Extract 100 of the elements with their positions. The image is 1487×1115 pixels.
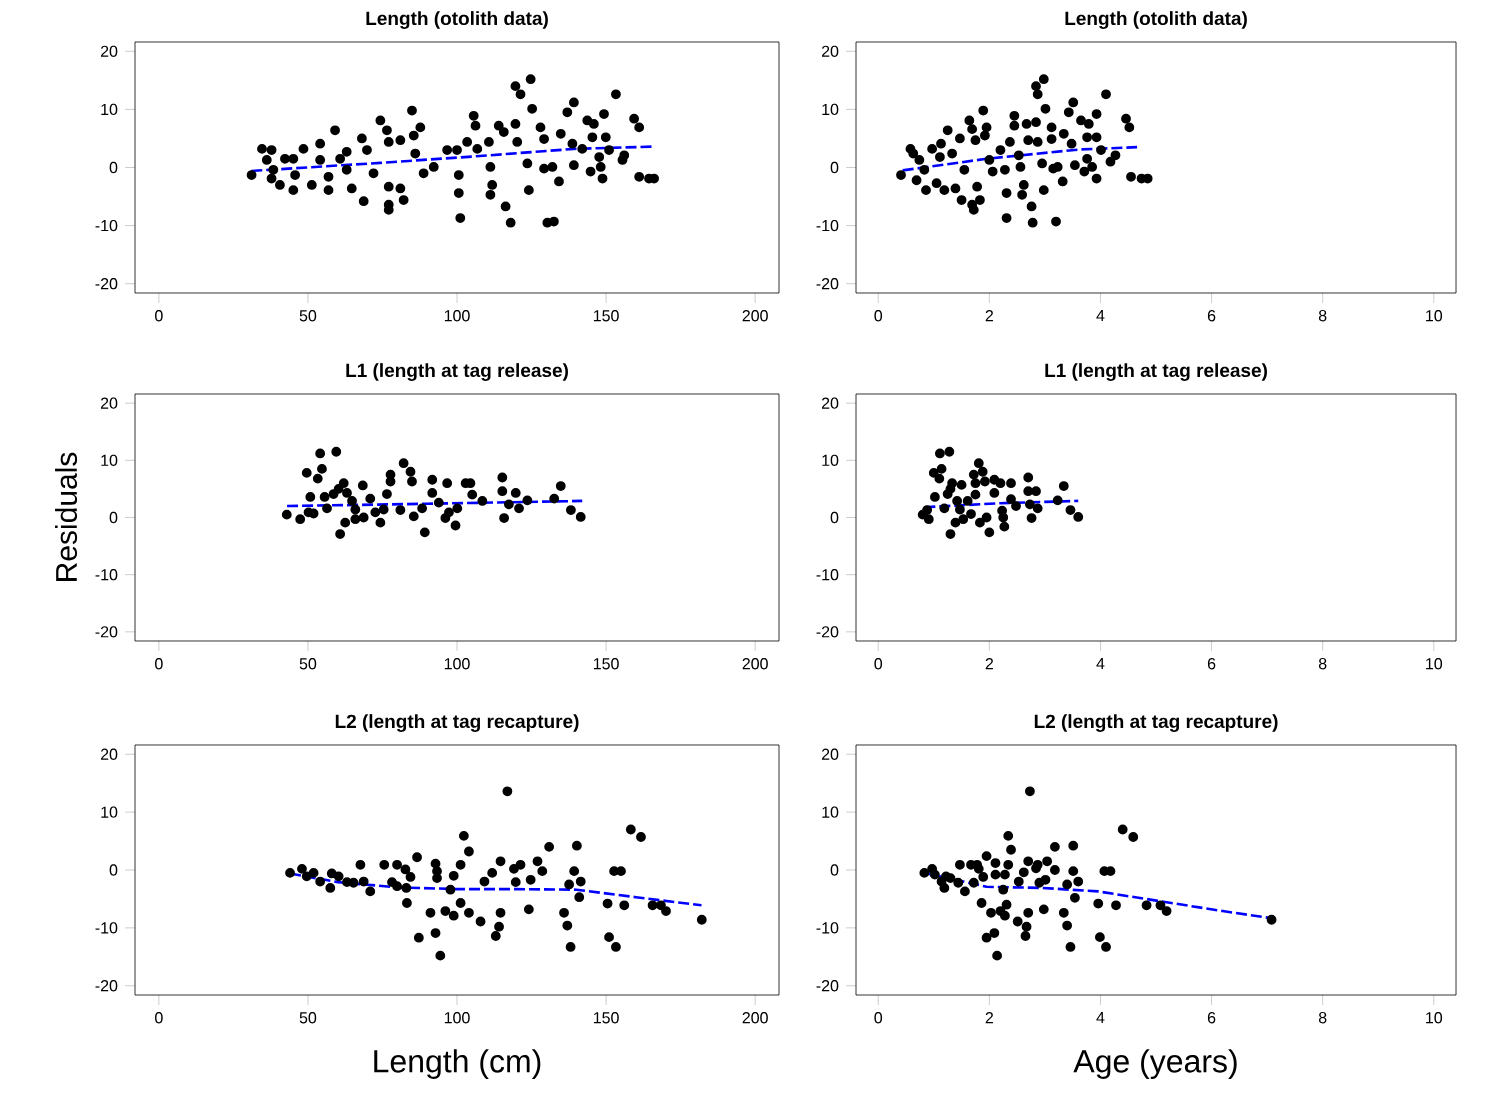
y-tick-label: 20: [821, 397, 839, 409]
chart-title: L1 (length at tag release): [1045, 363, 1267, 381]
point: [444, 507, 454, 518]
x-tick-label: 6: [1207, 1012, 1216, 1024]
point: [333, 484, 344, 494]
point: [973, 458, 984, 469]
point: [338, 478, 349, 489]
point: [950, 517, 961, 528]
point: [980, 476, 990, 487]
point: [514, 503, 524, 514]
y-tick-label: 10: [822, 806, 839, 818]
point: [350, 514, 361, 525]
x-tick-label: 150: [593, 310, 619, 322]
point: [968, 469, 979, 480]
point: [322, 503, 332, 514]
point: [555, 481, 566, 491]
point: [1006, 494, 1016, 505]
point: [378, 504, 389, 515]
y-tick-label: -10: [95, 569, 118, 581]
point: [999, 521, 1010, 532]
point: [305, 492, 316, 502]
y-tick-label: 20: [821, 45, 839, 57]
y-tick-label: -20: [95, 980, 118, 992]
point: [452, 503, 463, 514]
y-tick-label: -10: [95, 219, 118, 232]
point: [497, 472, 508, 483]
point: [335, 529, 346, 539]
x-tick-label: 8: [1318, 658, 1327, 670]
point: [1011, 501, 1021, 511]
x-tick-label: 200: [742, 658, 768, 670]
x-tick-label: 2: [985, 1012, 993, 1024]
point: [442, 478, 453, 489]
y-tick-label: 20: [100, 397, 118, 409]
point: [522, 495, 533, 506]
point: [970, 478, 981, 489]
point: [1073, 512, 1084, 522]
point: [1026, 513, 1037, 523]
point: [956, 480, 967, 490]
point: [315, 448, 326, 459]
chart-title: L1 (length at tag release): [346, 363, 568, 381]
point: [998, 512, 1009, 523]
point: [997, 505, 1008, 516]
x-tick-label: 8: [1318, 310, 1327, 322]
point: [966, 509, 976, 519]
point: [347, 496, 357, 506]
y-tick-label: -20: [816, 980, 839, 992]
point: [945, 529, 956, 539]
point: [467, 489, 478, 500]
point: [427, 488, 438, 498]
y-tick-label: -20: [95, 278, 118, 290]
y-tick-label: 10: [101, 103, 118, 116]
x-tick-label: 150: [593, 658, 619, 670]
x-tick-label: 100: [444, 1012, 470, 1024]
point: [934, 473, 945, 484]
chart-title: L2 (length at tag recapture): [335, 714, 579, 732]
x-tick-label: 50: [299, 658, 317, 670]
y-tick-label: -10: [816, 219, 839, 232]
y-axis-title: Residuals: [55, 452, 78, 581]
x-tick-label: 2: [985, 658, 993, 670]
point: [365, 493, 376, 504]
point: [312, 473, 323, 484]
y-tick-label: -10: [816, 569, 839, 581]
point: [1058, 481, 1069, 491]
point: [549, 493, 560, 504]
point: [331, 446, 342, 457]
point: [370, 507, 381, 518]
point: [952, 496, 963, 506]
point: [958, 514, 969, 525]
x-tick-label: 4: [1096, 1012, 1105, 1024]
point: [970, 489, 981, 500]
point: [1065, 505, 1076, 515]
point: [328, 489, 339, 499]
y-tick-label: 0: [830, 511, 839, 524]
point: [408, 511, 419, 522]
point: [427, 474, 438, 485]
x-tick-label: 100: [444, 310, 470, 322]
point: [350, 504, 361, 515]
point: [944, 446, 955, 457]
x-tick-label: 0: [874, 310, 883, 322]
point: [565, 505, 576, 515]
point: [510, 488, 521, 498]
point: [398, 458, 409, 469]
point: [995, 478, 1006, 489]
point: [1032, 503, 1043, 514]
point: [375, 517, 386, 528]
x-tick-label: 0: [155, 310, 163, 322]
x-tick-label: 8: [1318, 1012, 1327, 1024]
point: [319, 492, 330, 502]
point: [923, 514, 934, 525]
chart-title: Length (otolith data): [1065, 11, 1247, 29]
point: [1031, 486, 1041, 497]
x-tick-label: 200: [742, 310, 768, 322]
point: [342, 488, 352, 498]
point: [1023, 472, 1034, 483]
point: [382, 489, 392, 499]
y-tick-label: -20: [816, 626, 839, 638]
point: [450, 520, 461, 531]
x-tick-label: 150: [593, 1012, 619, 1024]
x-tick-label: 6: [1207, 658, 1216, 670]
x-tick-label: 10: [1426, 1012, 1443, 1024]
